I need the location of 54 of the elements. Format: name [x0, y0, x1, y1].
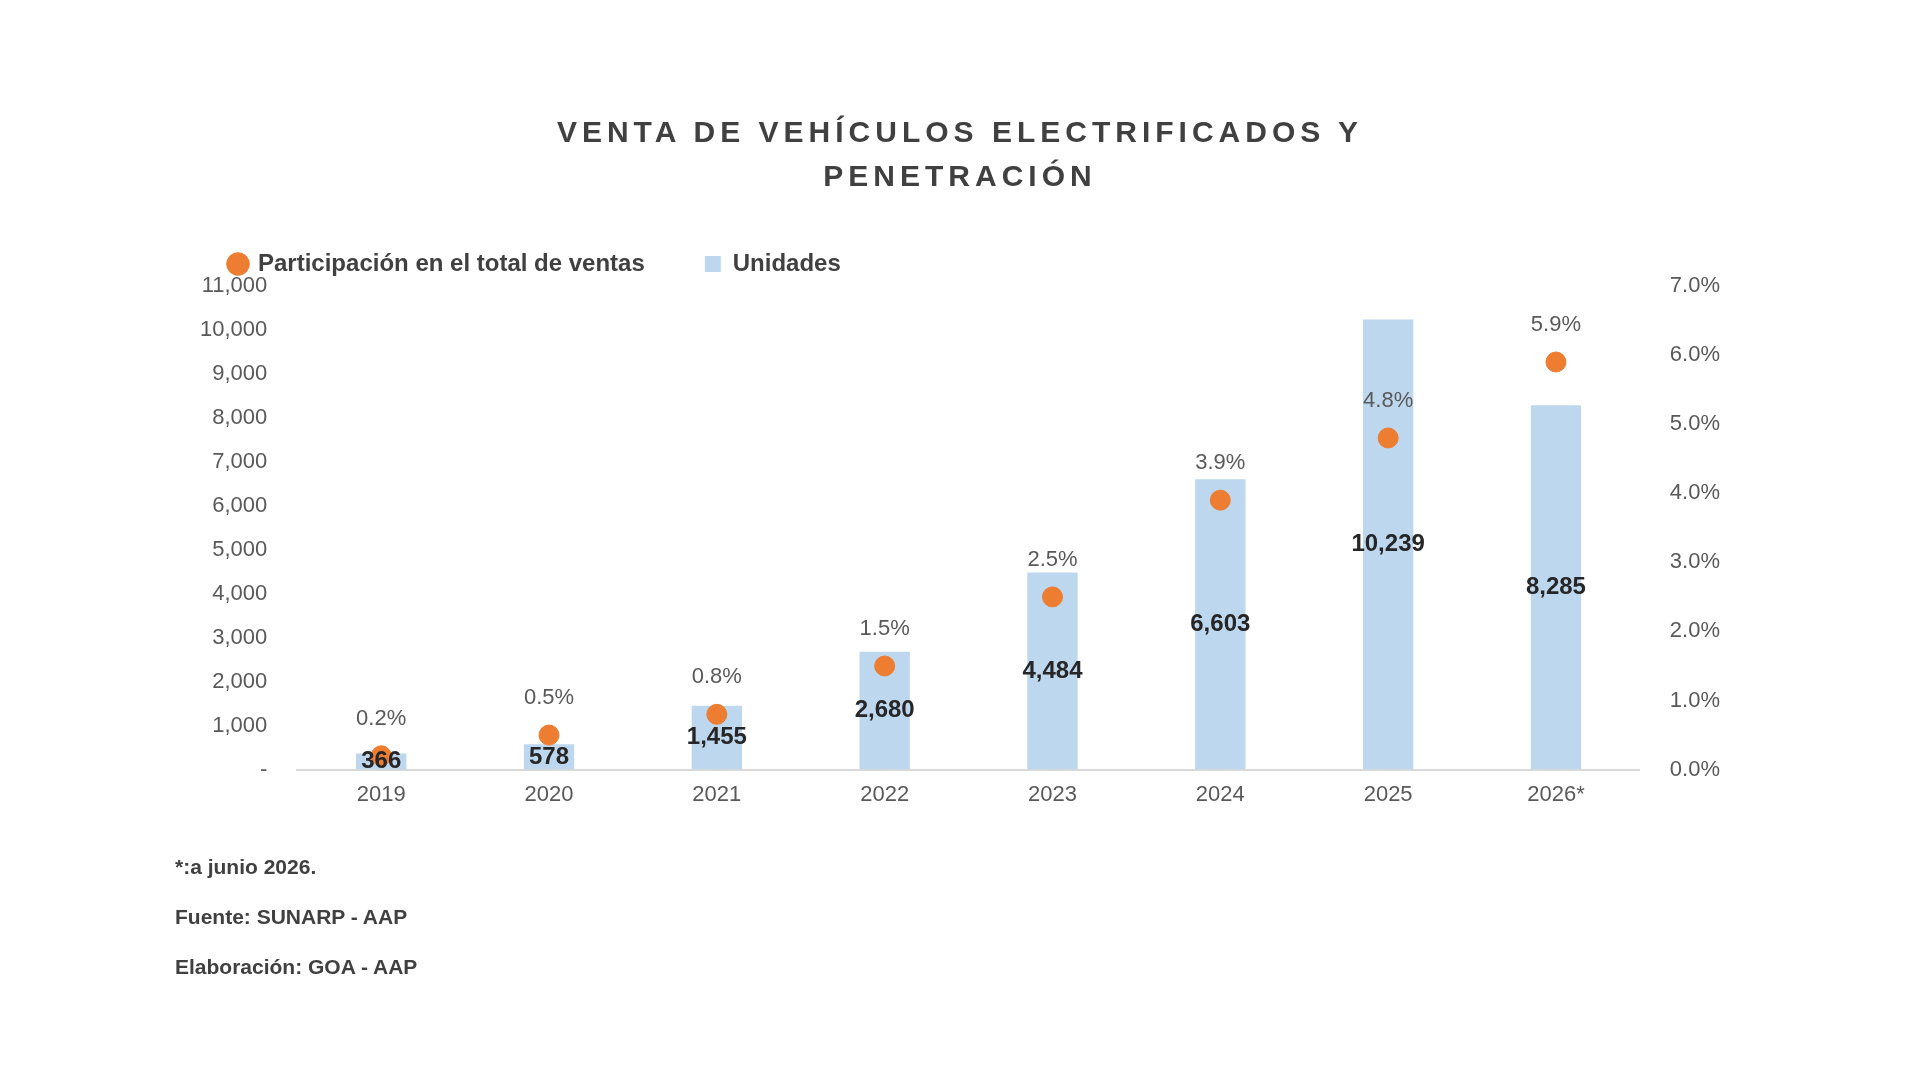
data-label: 5.9%: [1530, 311, 1582, 337]
y-tick-label: 5,000: [212, 535, 268, 561]
source-note: Fuente: SUNARP - AAP: [175, 905, 409, 930]
y2-tick-label: 1.0%: [1669, 686, 1721, 712]
y2-tick-label: 7.0%: [1669, 272, 1721, 298]
x-tick-label: 2026*: [1527, 780, 1586, 806]
y-tick-label: 10,000: [199, 316, 268, 342]
legend-label: Unidades: [732, 248, 841, 276]
y-tick-label: 2,000: [212, 667, 268, 693]
data-label: 8,285: [1525, 572, 1586, 600]
x-tick-label: 2023: [1028, 780, 1077, 806]
y2-tick-label: 6.0%: [1669, 341, 1721, 367]
point: [706, 703, 728, 725]
data-label: 4,484: [1022, 655, 1084, 683]
x-tick-label: 2020: [524, 780, 574, 806]
data-label: 0.8%: [691, 663, 742, 689]
point: [1377, 427, 1399, 449]
data-label: 1,455: [686, 722, 747, 750]
x-tick-label: 2019: [356, 780, 406, 806]
data-label: 1.5%: [859, 615, 910, 641]
data-label: 10,239: [1351, 529, 1425, 557]
x-tick-label: 2024: [1195, 780, 1245, 806]
y2-tick-label: 2.0%: [1669, 617, 1721, 643]
chart-title: VENTA DE VEHÍCULOS ELECTRIFICADOS Y PENETRACIÓN: [555, 114, 1365, 194]
data-label: 4.8%: [1363, 387, 1414, 413]
y-tick-label: 1,000: [212, 711, 268, 737]
data-label: 2.5%: [1027, 545, 1078, 571]
y-tick-label: 4,000: [212, 579, 268, 605]
x-tick-label: 2025: [1363, 780, 1413, 806]
point: [874, 655, 896, 677]
y2-tick-label: 5.0%: [1669, 410, 1721, 436]
y-tick-label: 9,000: [212, 359, 268, 385]
text: Elaboración: GOA - AAP: [175, 955, 418, 980]
y2-tick-label: 4.0%: [1669, 479, 1721, 505]
y-tick-label: -: [259, 755, 268, 781]
data-label: 3.9%: [1195, 449, 1246, 475]
point: [538, 724, 560, 746]
point: [1545, 351, 1567, 373]
y-tick-label: 6,000: [212, 491, 268, 517]
data-label: 0.5%: [523, 684, 575, 710]
y-tick-label: 3,000: [212, 623, 268, 649]
data-label: 6,603: [1190, 609, 1251, 637]
y-tick-label: 8,000: [212, 403, 268, 429]
point: [1041, 586, 1063, 608]
data-label: 578: [529, 741, 570, 769]
data-label: 0.2%: [356, 704, 407, 730]
y-tick-label: 7,000: [212, 447, 268, 473]
x-tick-label: 2021: [692, 780, 742, 806]
data-label: 2,680: [854, 695, 915, 723]
y2-tick-label: 0.0%: [1669, 755, 1721, 781]
x-tick-label: 2022: [860, 780, 910, 806]
y2-tick-label: 3.0%: [1669, 548, 1721, 574]
text: *:a junio 2026.: [175, 855, 318, 880]
point: [1209, 489, 1231, 511]
